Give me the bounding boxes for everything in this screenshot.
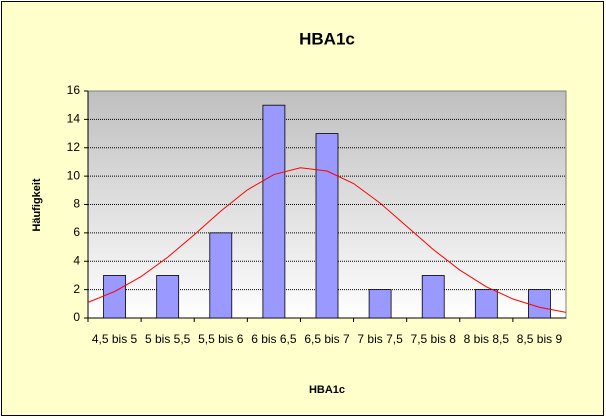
bar	[103, 275, 126, 319]
y-tick-label: 2	[73, 282, 80, 296]
bar	[262, 104, 286, 319]
bar	[528, 289, 551, 319]
y-tick-label: 16	[67, 83, 81, 97]
bar	[368, 289, 392, 319]
x-tick-label: 8 bis 8,5	[463, 332, 510, 346]
x-tick-label: 8,5 bis 9	[516, 332, 563, 346]
chart-title: HBA1c	[299, 29, 355, 48]
x-tick-label: 4,5 bis 5	[91, 332, 138, 346]
x-axis-label: HBA1c	[309, 384, 345, 396]
bar	[474, 289, 498, 319]
x-tick-label: 7,5 bis 8	[410, 332, 456, 346]
y-axis-label: Häufigkeit	[31, 178, 43, 232]
bar	[209, 232, 233, 319]
bar	[315, 133, 339, 319]
y-tick-label: 6	[73, 225, 80, 239]
y-tick-label: 14	[67, 112, 81, 126]
y-tick-label: 12	[67, 140, 81, 154]
y-tick-label: 4	[73, 253, 80, 267]
x-tick-label: 6,5 bis 7	[304, 332, 350, 346]
bar	[156, 275, 180, 319]
normal-curve	[87, 167, 567, 313]
x-tick-label: 6 bis 6,5	[251, 332, 297, 346]
x-tick-label: 5 bis 5,5	[144, 332, 191, 346]
x-tick-label: 7 bis 7,5	[357, 332, 403, 346]
y-tick-label: 8	[73, 197, 80, 211]
y-tick-label: 10	[67, 168, 81, 182]
x-tick-label: 5,5 bis 6	[198, 332, 244, 346]
y-tick-label: 0	[73, 310, 80, 324]
bar	[421, 275, 445, 319]
